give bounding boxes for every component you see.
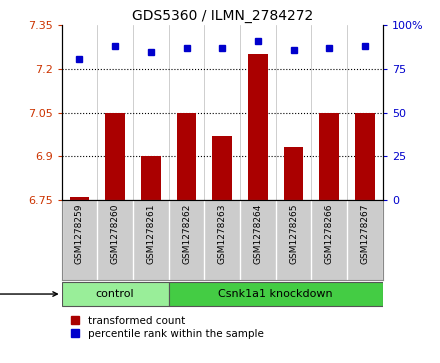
Text: GSM1278263: GSM1278263	[218, 204, 227, 264]
Bar	[213, 136, 232, 200]
Bar	[169, 282, 383, 306]
Bar	[70, 197, 89, 200]
Bar	[177, 113, 196, 200]
Text: GSM1278260: GSM1278260	[110, 204, 120, 264]
Bar	[105, 113, 125, 200]
Text: GSM1278266: GSM1278266	[325, 204, 334, 264]
Text: control: control	[96, 289, 135, 299]
Text: GSM1278264: GSM1278264	[253, 204, 262, 264]
Text: Csnk1a1 knockdown: Csnk1a1 knockdown	[218, 289, 333, 299]
Text: GSM1278261: GSM1278261	[147, 204, 155, 264]
Bar	[319, 113, 339, 200]
Bar	[355, 113, 375, 200]
Text: GSM1278262: GSM1278262	[182, 204, 191, 264]
Bar	[248, 54, 268, 200]
Text: GSM1278265: GSM1278265	[289, 204, 298, 264]
Text: protocol: protocol	[0, 289, 57, 299]
Bar	[141, 156, 161, 200]
Text: GSM1278267: GSM1278267	[360, 204, 370, 264]
Title: GDS5360 / ILMN_2784272: GDS5360 / ILMN_2784272	[132, 9, 313, 23]
Bar	[284, 147, 304, 200]
Legend: transformed count, percentile rank within the sample: transformed count, percentile rank withi…	[67, 311, 268, 343]
Text: GSM1278259: GSM1278259	[75, 204, 84, 264]
Bar	[62, 282, 169, 306]
